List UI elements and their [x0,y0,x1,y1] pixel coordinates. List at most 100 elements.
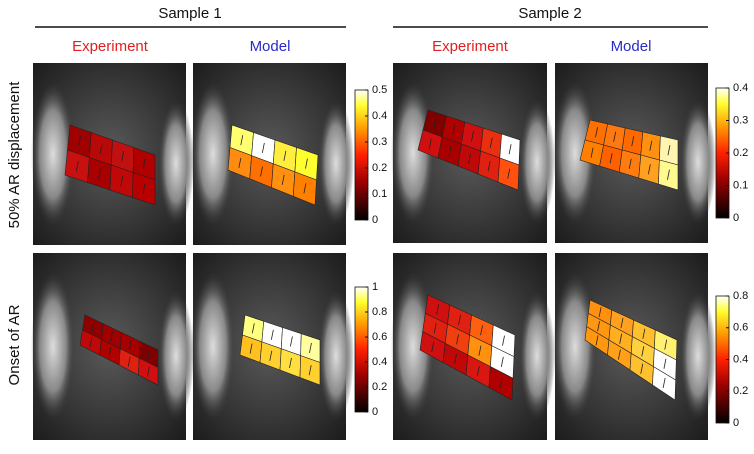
colorbar-tick-label: 0.2 [733,385,748,397]
displacement-arrow [289,357,292,369]
displacement-arrow [99,143,103,154]
displacement-arrow [454,353,457,365]
displacement-arrow [110,331,113,342]
displacement-arrow [590,147,594,158]
displacement-arrow [595,335,599,346]
displacement-arrow [89,337,93,348]
tissue-glow [519,290,555,422]
row-title: Onset of AR [6,304,23,385]
displacement-arrow [487,161,491,172]
column-title: Model [250,38,291,55]
colorbar-tick-label: 0.2 [733,147,748,159]
displacement-arrow [609,153,613,164]
colorbar-tick-label: 0.1 [733,179,748,191]
displacement-arrow [238,157,242,169]
displacement-arrow [128,340,132,351]
displacement-arrow [91,321,95,333]
displacement-arrow [281,174,285,185]
colorbar-tick-label: 0 [733,212,739,224]
displacement-arrow [75,161,79,172]
displacement-arrow [98,168,101,179]
displacement-arrow [147,366,150,377]
displacement-arrow [507,168,511,179]
displacement-arrow [436,304,440,315]
displacement-arrow [120,176,124,187]
colorbar-tick-label: 0 [372,214,378,226]
displacement-arrow [309,342,312,354]
colorbar-tick-label: 0 [733,417,739,429]
displacement-arrow [433,118,437,129]
colorbar-tick-label: 0.4 [372,110,387,122]
displacement-arrow [631,136,635,147]
displacement-arrow [499,378,503,389]
displacement-arrow [269,350,273,361]
displacement-arrow [508,144,512,155]
displacement-arrow [471,131,474,142]
tissue-glow [553,81,597,225]
displacement-arrow [478,345,482,356]
displacement-arrow [433,323,437,334]
displacement-arrow [502,335,505,346]
displacement-arrow [270,329,274,340]
displacement-arrow [628,158,632,169]
displacement-arrow [640,363,644,374]
displacement-arrow [121,151,125,162]
colorbar-tick-label: 0.2 [372,162,387,174]
displacement-arrow [647,164,651,175]
colorbar-tick-label: 0.5 [372,84,387,96]
displacement-arrow [667,145,671,156]
tissue-glow [191,271,235,422]
colorbar-tick-label: 0.8 [733,290,748,302]
colorbar-tick-label: 0.4 [372,356,387,368]
colorbar [354,89,369,221]
displacement-arrow [305,158,308,169]
colorbar-tick-label: 0.1 [372,188,387,200]
colorbar-tick-label: 0.4 [733,353,748,365]
displacement-arrow [428,138,432,149]
tissue-glow [680,99,716,225]
displacement-arrow [249,343,253,354]
displacement-arrow [261,142,265,154]
displacement-arrow [663,358,667,369]
displacement-arrow [476,365,480,377]
colorbar-tick-label: 0.3 [733,114,748,126]
colorbar-tick-label: 0.2 [372,381,387,393]
displacement-arrow [618,349,621,360]
column-title: Experiment [72,38,149,55]
column-title: Experiment [432,38,509,55]
displacement-arrow [662,377,666,388]
displacement-arrow [456,334,459,345]
displacement-arrow [667,169,670,180]
tissue-glow [680,290,716,422]
tissue-glow [391,271,435,422]
displacement-arrow [452,124,456,135]
displacement-arrow [664,339,668,350]
tissue-glow [31,81,75,227]
displacement-arrow [431,341,435,352]
displacement-arrow [598,307,602,318]
displacement-arrow [108,346,112,358]
colorbar [354,286,369,413]
displacement-arrow [290,336,293,347]
column-title: Model [611,38,652,55]
tissue-glow [158,99,194,227]
displacement-arrow [260,166,263,177]
displacement-arrow [308,365,312,376]
displacement-arrow [240,135,244,146]
displacement-arrow [642,328,646,339]
displacement-arrow [251,323,255,334]
tissue-glow [31,271,75,422]
colorbar-tick-label: 0 [372,406,378,418]
displacement-arrow [500,356,504,367]
colorbar-tick-label: 1 [372,281,378,293]
tissue-glow [191,81,235,227]
displacement-arrow [458,314,461,325]
displacement-arrow [283,150,287,161]
tissue-glow [519,99,555,225]
displacement-arrow [147,349,151,360]
displacement-arrow [303,183,307,194]
displacement-arrow [142,158,146,169]
displacement-arrow [78,136,81,147]
displacement-arrow [489,137,493,148]
